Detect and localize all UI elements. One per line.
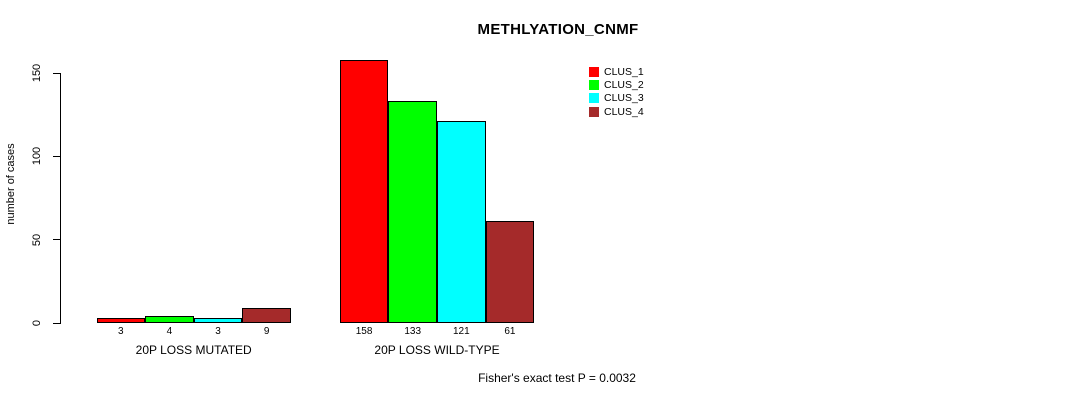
- bar-value-label: 133: [404, 326, 422, 337]
- bar-clus_1-mutated: [96, 318, 146, 323]
- fisher-test-annotation: Fisher's exact test P = 0.0032: [478, 371, 636, 385]
- bar-clus_4-mutated: [242, 308, 291, 323]
- bar-value-label: 3: [118, 326, 124, 337]
- bar-value-label: 61: [504, 326, 516, 337]
- y-tick-label: 50: [31, 233, 43, 246]
- legend-swatch-clus_1: [589, 66, 599, 77]
- y-tick-label: 150: [31, 63, 43, 83]
- bar-clus_4-wild-type: [485, 221, 535, 323]
- bar-value-label: 9: [263, 326, 270, 337]
- legend-label: CLUS_2: [604, 78, 644, 91]
- bar-value-label: 121: [452, 326, 470, 337]
- bar-clus_2-wild-type: [388, 101, 437, 323]
- bar-value-label: 158: [355, 326, 373, 337]
- legend-item-clus_3: CLUS_3: [589, 92, 644, 105]
- y-tick-label: 0: [31, 319, 43, 327]
- bar-clus_1-wild-type: [339, 59, 389, 323]
- legend-item-clus_4: CLUS_4: [589, 105, 644, 118]
- legend-label: CLUS_3: [604, 92, 644, 105]
- bar-clus_3-mutated: [193, 318, 243, 323]
- y-tick-label: 100: [31, 147, 43, 166]
- category-label-wild-type: 20P LOSS WILD-TYPE: [374, 343, 500, 357]
- legend-label: CLUS_4: [604, 105, 644, 118]
- bar-clus_3-wild-type: [437, 121, 486, 323]
- bar-value-label: 3: [215, 326, 221, 337]
- bar-value-label: 4: [166, 326, 173, 337]
- legend: CLUS_1 CLUS_2 CLUS_3 CLUS_4: [589, 65, 644, 118]
- bar-clus_2-mutated: [145, 316, 194, 323]
- y-tick: [53, 322, 60, 324]
- y-axis-line: [60, 73, 61, 324]
- legend-item-clus_1: CLUS_1: [589, 65, 644, 78]
- category-label-mutated: 20P LOSS MUTATED: [135, 343, 252, 357]
- legend-label: CLUS_1: [604, 65, 644, 78]
- legend-swatch-clus_4: [589, 106, 599, 117]
- y-tick: [53, 239, 60, 241]
- legend-item-clus_2: CLUS_2: [589, 78, 644, 91]
- legend-swatch-clus_3: [589, 93, 599, 104]
- chart-title: METHLYATION_CNMF: [477, 21, 639, 38]
- y-tick: [53, 155, 60, 157]
- legend-swatch-clus_2: [589, 79, 599, 90]
- y-tick: [53, 72, 60, 74]
- y-axis-title: number of cases: [5, 143, 17, 225]
